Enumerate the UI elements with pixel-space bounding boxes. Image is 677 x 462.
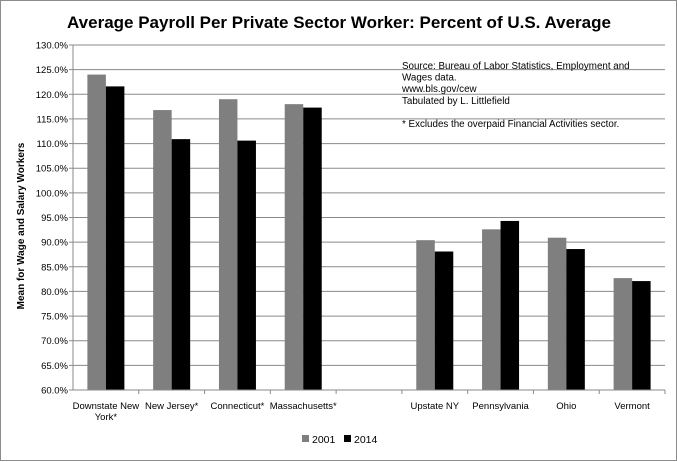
legend-label-2001: 2001	[312, 434, 336, 446]
x-tick-label: Vermont	[614, 401, 650, 412]
bar-2001	[284, 104, 304, 391]
bars	[87, 74, 651, 391]
bar-2014	[632, 281, 651, 390]
bar-2001	[218, 99, 238, 390]
x-tick-label: Connecticut*	[211, 401, 265, 412]
legend-swatch-2014	[344, 435, 351, 442]
x-tick-label: Massachusetts*	[270, 401, 337, 412]
y-tick-label: 85.0%	[41, 262, 68, 273]
annotation-line: www.bls.gov/cew	[401, 84, 478, 95]
y-tick-label: 105.0%	[36, 164, 69, 175]
bar-2014	[237, 140, 256, 390]
source-annotation: Source: Bureau of Labor Statistics, Empl…	[401, 61, 630, 130]
y-tick-label: 60.0%	[41, 386, 68, 397]
y-tick-label: 120.0%	[36, 90, 69, 101]
x-tick-label: York*	[95, 412, 118, 423]
bar-2001	[613, 278, 633, 390]
bar-2014	[171, 139, 191, 390]
bar-2001	[87, 74, 106, 391]
x-tick-label: Downstate New	[73, 401, 140, 412]
y-tick-label: 65.0%	[41, 361, 68, 372]
annotation-line: * Excludes the overpaid Financial Activi…	[402, 119, 619, 130]
y-tick-label: 110.0%	[36, 139, 68, 150]
bar-2014	[500, 220, 520, 390]
bar-2001	[416, 240, 435, 390]
y-tick-label: 70.0%	[41, 336, 68, 347]
annotation-line: Tabulated by L. Littlefield	[402, 96, 510, 107]
axes	[69, 44, 666, 394]
chart-title: Average Payroll Per Private Sector Worke…	[67, 13, 611, 32]
legend: 2001 2014	[302, 434, 378, 446]
x-tick-label: Upstate NY	[410, 401, 459, 412]
bar-2014	[105, 86, 125, 391]
bar-2001	[482, 229, 501, 390]
legend-swatch-2001	[302, 435, 309, 442]
y-tick-label: 80.0%	[41, 287, 68, 298]
y-tick-label: 130.0%	[36, 41, 69, 52]
y-tick-label: 125.0%	[36, 65, 69, 76]
x-tick-label: New Jersey*	[145, 401, 199, 412]
y-tick-label: 90.0%	[41, 238, 68, 249]
y-tick-label: 100.0%	[36, 188, 69, 199]
y-axis-label: Mean for Wage and Salary Workers	[16, 142, 27, 309]
x-tick-label: Ohio	[556, 401, 576, 412]
annotation-line: Source: Bureau of Labor Statistics, Empl…	[402, 61, 630, 72]
x-tick-label: Pennsylvania	[472, 401, 529, 412]
y-tick-label: 75.0%	[41, 312, 68, 323]
bar-2014	[303, 107, 322, 390]
legend-label-2014: 2014	[354, 434, 378, 446]
y-tick-labels: 60.0% 65.0% 70.0% 75.0% 80.0% 85.0% 90.0% 95.0%…	[36, 41, 69, 397]
bar-2001	[153, 110, 172, 391]
bar-2001	[547, 237, 567, 390]
bar-2014	[566, 249, 585, 390]
annotation-line: Wages data.	[402, 73, 457, 84]
bar-2014	[434, 251, 454, 390]
y-tick-label: 95.0%	[41, 213, 68, 224]
y-tick-label: 115.0%	[36, 114, 68, 125]
